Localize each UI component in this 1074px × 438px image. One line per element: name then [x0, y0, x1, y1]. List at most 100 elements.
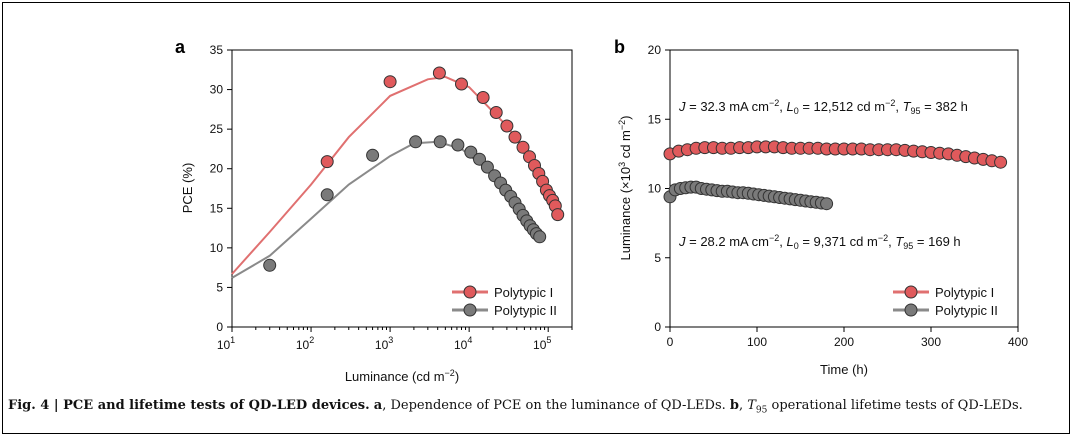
- panel-a-xlabel-text: Luminance (cd m: [345, 369, 445, 384]
- a-data-point-1: [383, 75, 397, 89]
- anno1-eq2: = 12,512 cd m: [799, 99, 885, 114]
- caption-b: b: [729, 398, 739, 413]
- anno2-sep1: ,: [779, 234, 786, 249]
- a-xtick-label: 101: [217, 335, 235, 352]
- b-data-point-2: [820, 197, 834, 211]
- a-ytick-label: 5: [216, 280, 223, 294]
- panel-a-ylabel: PCE (%): [180, 163, 195, 214]
- caption-fig: Fig. 4 | PCE and lifetime tests of QD-LE…: [8, 398, 370, 413]
- a-data-point-1: [432, 66, 446, 80]
- a-data-point-2: [464, 145, 478, 159]
- a-ytick-label: 20: [210, 162, 224, 176]
- caption-b-pre: ,: [738, 398, 748, 413]
- a-ytick-label: 30: [210, 83, 224, 97]
- legend-b-label-1: Polytypic I: [935, 285, 994, 300]
- a-data-point-1: [508, 130, 522, 144]
- anno2-eq2: = 9,371 cd m: [799, 234, 878, 249]
- legend-b-marker-1: [904, 285, 918, 299]
- a-data-point-2: [480, 160, 494, 174]
- b-ytick-label: 0: [654, 320, 661, 334]
- caption-t95-sub: 95: [755, 405, 768, 416]
- anno2-sup2: −2: [878, 233, 888, 243]
- anno2-sup1: −2: [769, 233, 779, 243]
- anno2-j: J: [678, 234, 686, 249]
- a-xtick-label: 104: [454, 335, 472, 352]
- panel-a-xlabel-sup: −2: [445, 368, 455, 378]
- b-data-point-1: [994, 155, 1008, 169]
- legend-b-label-2: Polytypic II: [935, 303, 998, 318]
- a-fit-line-2: [231, 140, 542, 279]
- b-xtick-label: 100: [747, 335, 767, 349]
- figure-caption: Fig. 4 | PCE and lifetime tests of QD-LE…: [8, 398, 1068, 416]
- caption-a-text: , Dependence of PCE on the luminance of …: [382, 398, 730, 413]
- a-data-point-2: [409, 135, 423, 149]
- a-ytick-label: 25: [210, 122, 224, 136]
- a-ytick-label: 10: [210, 241, 224, 255]
- panel-a-xlabel-close: ): [455, 369, 459, 384]
- a-data-point-2: [320, 188, 334, 202]
- anno1-L: L: [786, 99, 793, 114]
- a-xtick-label: 102: [296, 335, 314, 352]
- anno1-eq1: = 32.3 mA cm: [686, 99, 769, 114]
- b-xtick-label: 400: [1008, 335, 1028, 349]
- legend-a-label-1: Polytypic I: [494, 285, 553, 300]
- panel-b-ylabel-sup2: −2: [617, 120, 627, 130]
- panel-b-ylabel-text: Luminance (×10: [618, 167, 633, 261]
- a-data-point-2: [263, 258, 277, 272]
- anno2-Tsub: 95: [903, 241, 913, 251]
- annotation-polytypic-1: J = 32.3 mA cm−2, L0 = 12,512 cd m−2, T9…: [678, 98, 968, 116]
- anno1-j: J: [678, 99, 686, 114]
- a-data-point-2: [473, 152, 486, 166]
- anno1-eq3: = 382 h: [921, 99, 968, 114]
- panel-b-label: b: [614, 37, 625, 57]
- anno1-sup2: −2: [885, 98, 895, 108]
- caption-t95: T: [747, 398, 756, 413]
- anno1-Tsub: 95: [911, 106, 921, 116]
- anno2-sep2: ,: [888, 234, 895, 249]
- legend-a-marker-2: [463, 303, 477, 317]
- legend-a-marker-1: [463, 285, 477, 299]
- anno2-Lsub: 0: [794, 241, 799, 251]
- caption-b-text: operational lifetime tests of QD-LEDs.: [767, 398, 1023, 413]
- panel-b-legend: Polytypic I Polytypic II: [893, 285, 998, 318]
- a-data-point-2: [451, 138, 465, 152]
- a-ytick-label: 0: [216, 320, 223, 334]
- panel-a-label: a: [175, 37, 186, 57]
- b-xtick-label: 0: [667, 335, 674, 349]
- a-data-point-1: [551, 208, 565, 222]
- a-data-point-2: [366, 148, 380, 162]
- a-data-point-2: [433, 135, 447, 149]
- anno1-sep1: ,: [779, 99, 786, 114]
- a-data-point-1: [455, 77, 468, 91]
- panel-a-axes-box: [231, 49, 573, 328]
- anno1-Lsub: 0: [794, 106, 799, 116]
- a-data-point-1: [489, 106, 503, 119]
- b-ytick-label: 20: [648, 43, 662, 57]
- anno1-T: T: [903, 99, 912, 114]
- a-data-point-1: [516, 140, 530, 154]
- a-data-point-1: [476, 91, 490, 104]
- annotation-polytypic-2: J = 28.2 mA cm−2, L0 = 9,371 cd m−2, T95…: [678, 233, 961, 251]
- caption-a: a: [373, 398, 383, 413]
- anno2-eq1: = 28.2 mA cm: [686, 234, 769, 249]
- b-xtick-label: 200: [834, 335, 854, 349]
- b-xtick-label: 300: [921, 335, 941, 349]
- panel-b-ylabel-unit: cd m: [618, 130, 633, 162]
- anno2-T: T: [895, 234, 904, 249]
- anno1-sup1: −2: [769, 98, 779, 108]
- panel-b-ylabel-close: ): [618, 115, 633, 119]
- b-ytick-label: 15: [648, 112, 662, 126]
- panel-a-legend: Polytypic I Polytypic II: [452, 285, 557, 318]
- b-ytick-label: 5: [654, 251, 661, 265]
- a-data-point-1: [320, 155, 334, 169]
- panel-a-xlabel: Luminance (cd m−2): [345, 368, 459, 384]
- a-ytick-label: 15: [210, 201, 224, 215]
- a-ytick-label: 35: [210, 43, 224, 57]
- anno2-eq3: = 169 h: [913, 234, 960, 249]
- b-ytick-label: 10: [648, 182, 662, 196]
- legend-b-marker-2: [904, 303, 918, 317]
